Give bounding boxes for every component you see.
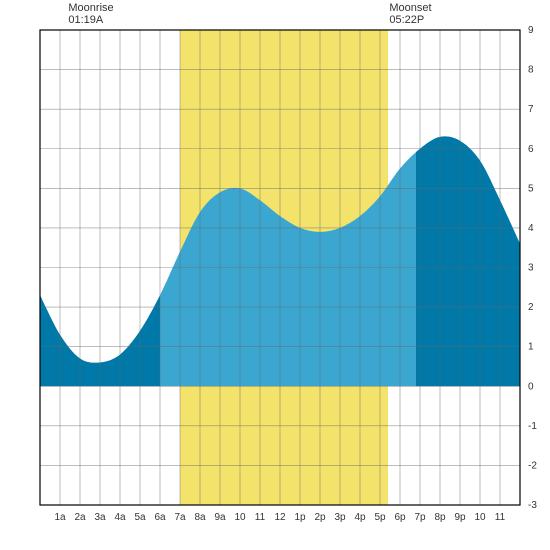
x-tick-label: 1p bbox=[294, 512, 306, 523]
y-tick-label: 7 bbox=[528, 104, 534, 115]
moonrise-time: 01:19A bbox=[68, 14, 113, 26]
y-tick-label: -3 bbox=[528, 500, 537, 511]
x-tick-label: 10 bbox=[474, 512, 486, 523]
moonrise-title: Moonrise bbox=[68, 2, 113, 14]
y-tick-label: -1 bbox=[528, 421, 537, 432]
x-tick-label: 1a bbox=[54, 512, 66, 523]
x-tick-label: 12 bbox=[274, 512, 286, 523]
x-tick-label: 2a bbox=[74, 512, 86, 523]
x-tick-label: 11 bbox=[495, 512, 506, 523]
x-tick-label: 9a bbox=[214, 512, 226, 523]
x-tick-label: 9p bbox=[454, 512, 466, 523]
x-tick-label: 8a bbox=[194, 512, 206, 523]
y-tick-label: 1 bbox=[528, 342, 534, 353]
x-tick-label: 11 bbox=[255, 512, 266, 523]
x-tick-label: 7p bbox=[414, 512, 426, 523]
y-tick-label: 5 bbox=[528, 183, 534, 194]
y-tick-label: -2 bbox=[528, 460, 537, 471]
chart-svg: -3-2-101234567891a2a3a4a5a6a7a8a9a101112… bbox=[0, 0, 550, 550]
moonrise-label: Moonrise 01:19A bbox=[68, 2, 113, 26]
moonset-title: Moonset bbox=[389, 2, 431, 14]
x-tick-label: 3a bbox=[94, 512, 106, 523]
y-tick-label: 3 bbox=[528, 263, 534, 274]
y-tick-label: 8 bbox=[528, 65, 534, 76]
y-tick-label: 6 bbox=[528, 144, 534, 155]
x-tick-label: 5a bbox=[134, 512, 146, 523]
y-tick-label: 2 bbox=[528, 302, 534, 313]
x-tick-label: 2p bbox=[314, 512, 326, 523]
y-tick-label: 4 bbox=[528, 223, 534, 234]
x-tick-label: 8p bbox=[434, 512, 446, 523]
x-tick-label: 6p bbox=[394, 512, 406, 523]
x-tick-label: 10 bbox=[234, 512, 246, 523]
y-tick-label: 0 bbox=[528, 381, 534, 392]
x-tick-label: 7a bbox=[174, 512, 186, 523]
x-tick-label: 6a bbox=[154, 512, 166, 523]
tide-chart: { "chart": { "type": "area", "width": 55… bbox=[0, 0, 550, 550]
x-tick-label: 4p bbox=[354, 512, 366, 523]
moonset-label: Moonset 05:22P bbox=[389, 2, 431, 26]
x-tick-label: 3p bbox=[334, 512, 346, 523]
y-tick-label: 9 bbox=[528, 25, 534, 36]
moonset-time: 05:22P bbox=[389, 14, 431, 26]
x-tick-label: 5p bbox=[374, 512, 386, 523]
x-tick-label: 4a bbox=[114, 512, 126, 523]
